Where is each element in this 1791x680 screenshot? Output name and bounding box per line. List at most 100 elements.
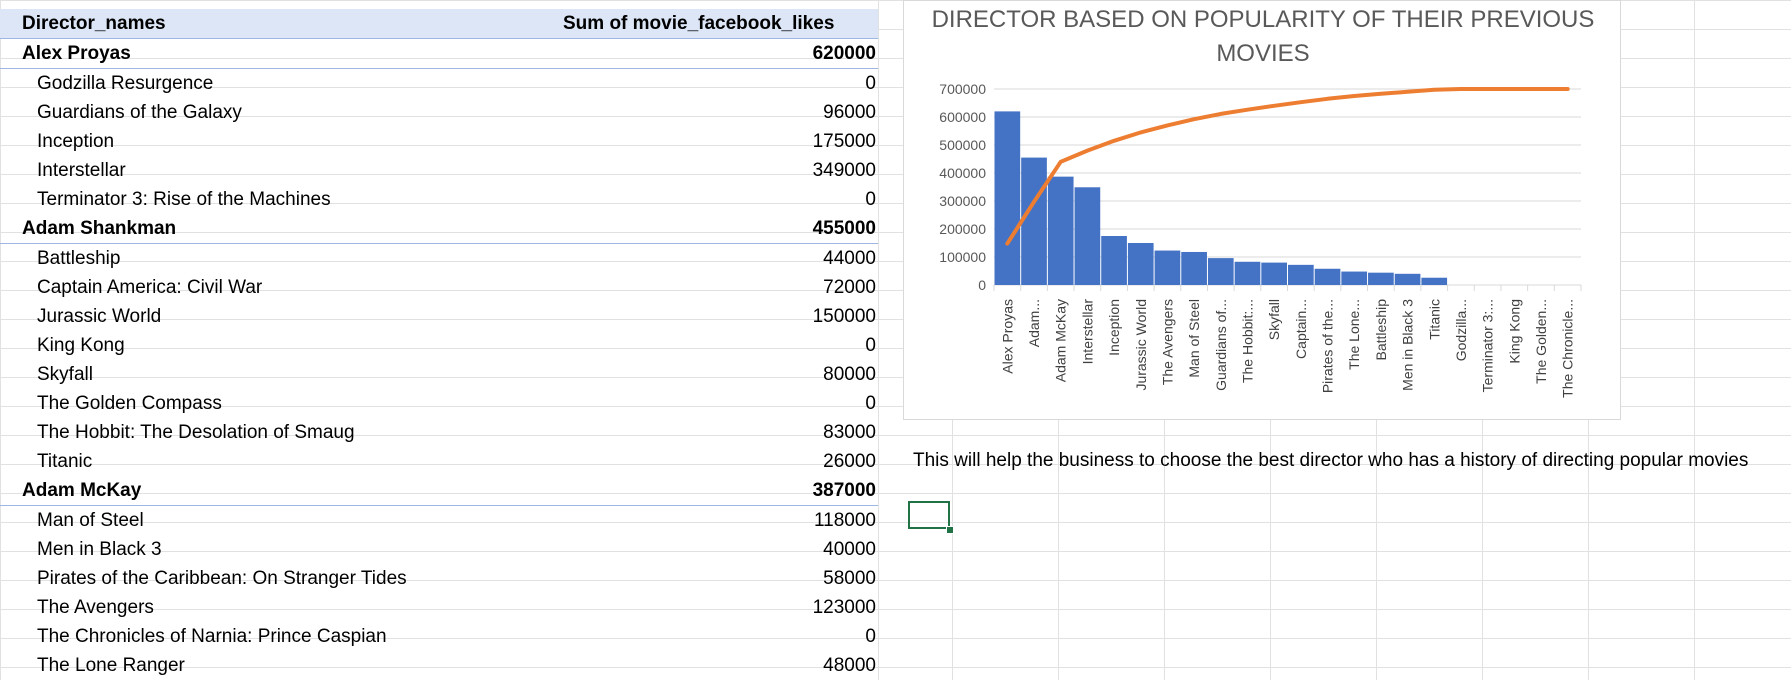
pivot-row-value: 455000 (812, 218, 876, 239)
pivot-row-value: 123000 (812, 597, 876, 618)
pivot-row-value: 58000 (823, 568, 876, 589)
pivot-row-label: Godzilla Resurgence (37, 73, 214, 94)
active-cell[interactable] (908, 501, 950, 529)
pivot-row-value: 80000 (823, 364, 876, 385)
pivot-item-row[interactable]: Captain America: Civil War 72000 (0, 273, 878, 302)
fill-handle[interactable] (946, 526, 954, 534)
bar (1421, 277, 1448, 285)
bar (1181, 251, 1207, 285)
pivot-row-value: 96000 (823, 102, 876, 123)
pivot-row-label: Interstellar (37, 160, 126, 181)
pivot-item-row[interactable]: Battleship 44000 (0, 244, 878, 273)
x-tick-label: Adam McKay (1053, 299, 1069, 382)
pivot-row-label: Titanic (37, 451, 93, 472)
pivot-header-director[interactable]: Director_names (22, 13, 166, 34)
pivot-row-value: 175000 (812, 131, 876, 152)
pivot-table: Director_names Sum of movie_facebook_lik… (0, 9, 878, 680)
bar (1074, 187, 1101, 285)
pivot-item-row[interactable]: Godzilla Resurgence 0 (0, 69, 878, 98)
pivot-row-value: 48000 (823, 655, 876, 676)
pivot-row-label: Alex Proyas (22, 43, 131, 64)
column-divider (1694, 0, 1695, 680)
chart-title: DIRECTOR BASED ON POPULARITY OF THEIR PR… (931, 6, 1595, 67)
y-tick-label: 0 (978, 277, 986, 293)
pivot-row-value: 44000 (823, 248, 876, 269)
bar (1341, 271, 1368, 285)
pareto-chart[interactable]: DIRECTOR BASED ON POPULARITY OF THEIR PR… (903, 0, 1621, 420)
x-tick-label: Godzilla... (1453, 299, 1469, 361)
pivot-row-value: 620000 (812, 43, 876, 64)
bar (1207, 258, 1234, 285)
x-tick-label: The Avengers (1159, 299, 1175, 385)
pivot-item-row[interactable]: Inception 175000 (0, 127, 878, 156)
pivot-row-label: Inception (37, 131, 115, 152)
pivot-row-value: 118000 (814, 510, 876, 531)
pivot-row-label: Skyfall (37, 364, 93, 385)
pivot-item-row[interactable]: Skyfall 80000 (0, 360, 878, 389)
y-tick-label: 500000 (939, 137, 986, 153)
pivot-item-row[interactable]: Men in Black 3 40000 (0, 535, 878, 564)
bar (1101, 236, 1127, 285)
pivot-row-value: 72000 (823, 277, 876, 298)
pivot-item-row[interactable]: The Golden Compass 0 (0, 389, 878, 418)
x-tick-label: Man of Steel (1186, 299, 1202, 378)
pivot-item-row[interactable]: Titanic 26000 (0, 447, 878, 476)
x-tick-label: Terminator 3:... (1480, 299, 1496, 392)
pivot-item-row[interactable]: Terminator 3: Rise of the Machines 0 (0, 185, 878, 214)
pivot-row-label: The Avengers (37, 597, 154, 618)
x-tick-label: Men in Black 3 (1400, 299, 1416, 391)
pivot-group-row[interactable]: Adam Shankman 455000 (0, 214, 878, 244)
pivot-row-value: 83000 (823, 422, 876, 443)
pivot-row-value: 26000 (823, 451, 876, 472)
x-tick-label: Battleship (1373, 299, 1389, 361)
pivot-header-sum[interactable]: Sum of movie_facebook_likes (563, 13, 835, 34)
pivot-group-row[interactable]: Adam McKay 387000 (0, 476, 878, 506)
bar (1394, 273, 1421, 285)
pivot-group-row[interactable]: Alex Proyas 620000 (0, 39, 878, 69)
y-tick-label: 700000 (939, 81, 986, 97)
pivot-row-label: Jurassic World (37, 306, 162, 327)
pivot-item-row[interactable]: King Kong 0 (0, 331, 878, 360)
bar (1288, 264, 1314, 285)
bar (994, 111, 1021, 286)
pivot-item-row[interactable]: The Avengers 123000 (0, 593, 878, 622)
pivot-row-value: 0 (865, 73, 876, 94)
pivot-row-label: King Kong (37, 335, 125, 356)
pivot-row-label: Adam Shankman (22, 218, 177, 239)
pivot-item-row[interactable]: The Hobbit: The Desolation of Smaug 83000 (0, 418, 878, 447)
pivot-row-label: Adam McKay (22, 480, 142, 501)
pivot-item-row[interactable]: Jurassic World 150000 (0, 302, 878, 331)
bar (1261, 262, 1287, 285)
pivot-item-row[interactable]: Man of Steel 118000 (0, 506, 878, 535)
pivot-item-row[interactable]: Interstellar 349000 (0, 156, 878, 185)
cumulative-line (1005, 87, 1570, 246)
y-tick-label: 100000 (939, 249, 986, 265)
x-tick-label: Captain... (1293, 299, 1309, 359)
y-tick-label: 400000 (939, 165, 986, 181)
bar (1368, 272, 1394, 285)
pivot-row-label: Man of Steel (37, 510, 144, 531)
pivot-row-label: Guardians of the Galaxy (37, 102, 242, 123)
pivot-row-label: The Golden Compass (37, 393, 222, 414)
pivot-row-label: Pirates of the Caribbean: On Stranger Ti… (37, 568, 407, 589)
pivot-header-row[interactable]: Director_names Sum of movie_facebook_lik… (0, 9, 878, 39)
pivot-row-value: 150000 (812, 306, 876, 327)
pivot-row-label: The Hobbit: The Desolation of Smaug (37, 422, 355, 443)
x-tick-label: Titanic (1426, 299, 1442, 340)
pivot-row-value: 387000 (812, 480, 876, 501)
note-text[interactable]: This will help the business to choose th… (913, 450, 1749, 471)
column-divider (878, 0, 879, 680)
pivot-row-value: 40000 (823, 539, 876, 560)
pivot-item-row[interactable]: Guardians of the Galaxy 96000 (0, 98, 878, 127)
pivot-row-value: 0 (865, 626, 876, 647)
bar (1154, 250, 1181, 285)
pivot-item-row[interactable]: Pirates of the Caribbean: On Stranger Ti… (0, 564, 878, 593)
chart-plot: 0 100000 200000 300000 400000 500000 600000 700… (939, 81, 1582, 398)
pivot-item-row[interactable]: The Chronicles of Narnia: Prince Caspian… (0, 622, 878, 651)
pivot-row-label: Men in Black 3 (37, 539, 162, 560)
pivot-row-label: Captain America: Civil War (37, 277, 263, 298)
pivot-item-row[interactable]: The Lone Ranger 48000 (0, 651, 878, 680)
x-tick-label: Skyfall (1266, 299, 1282, 340)
pivot-row-value: 0 (865, 335, 876, 356)
y-tick-label: 300000 (939, 193, 986, 209)
